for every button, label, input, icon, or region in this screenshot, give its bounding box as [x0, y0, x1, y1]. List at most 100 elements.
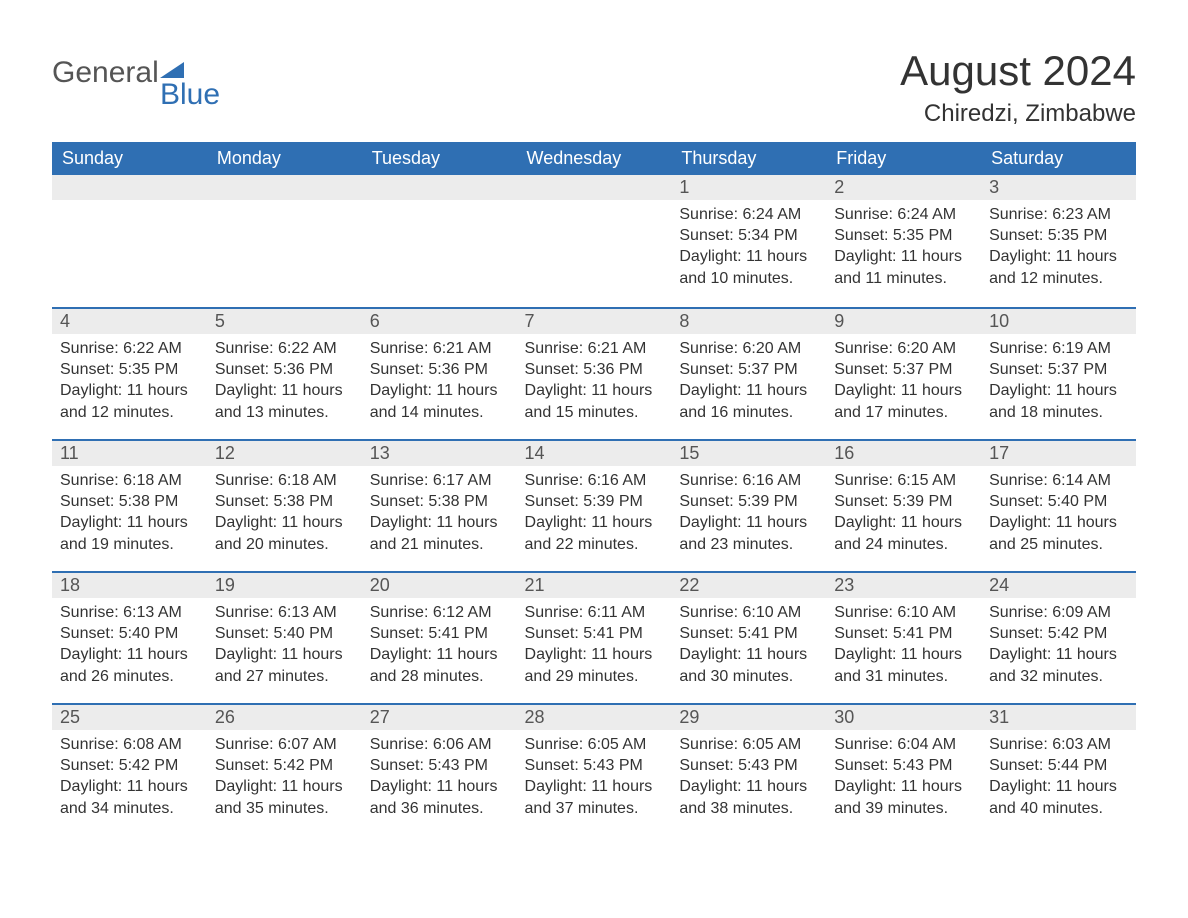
- sunrise-line: Sunrise: 6:03 AM: [989, 734, 1128, 755]
- sunrise-line: Sunrise: 6:16 AM: [679, 470, 818, 491]
- sunset-line: Sunset: 5:38 PM: [370, 491, 509, 512]
- sunset-line: Sunset: 5:40 PM: [989, 491, 1128, 512]
- title-block: August 2024 Chiredzi, Zimbabwe: [900, 48, 1136, 136]
- sunrise-line: Sunrise: 6:18 AM: [215, 470, 354, 491]
- day-details: Sunrise: 6:13 AMSunset: 5:40 PMDaylight:…: [52, 598, 207, 692]
- sunrise-line: Sunrise: 6:07 AM: [215, 734, 354, 755]
- day-cell: 16Sunrise: 6:15 AMSunset: 5:39 PMDayligh…: [826, 439, 981, 571]
- day-details: Sunrise: 6:10 AMSunset: 5:41 PMDaylight:…: [671, 598, 826, 692]
- daylight-line: Daylight: 11 hours and 38 minutes.: [679, 776, 818, 818]
- weekday-header: Saturday: [981, 142, 1136, 175]
- day-number: 20: [362, 571, 517, 598]
- day-cell: 31Sunrise: 6:03 AMSunset: 5:44 PMDayligh…: [981, 703, 1136, 835]
- sunset-line: Sunset: 5:40 PM: [60, 623, 199, 644]
- sunset-line: Sunset: 5:36 PM: [370, 359, 509, 380]
- sunset-line: Sunset: 5:38 PM: [60, 491, 199, 512]
- day-details: Sunrise: 6:20 AMSunset: 5:37 PMDaylight:…: [671, 334, 826, 428]
- daylight-line: Daylight: 11 hours and 16 minutes.: [679, 380, 818, 422]
- daylight-line: Daylight: 11 hours and 18 minutes.: [989, 380, 1128, 422]
- day-number: 22: [671, 571, 826, 598]
- sunset-line: Sunset: 5:35 PM: [834, 225, 973, 246]
- daylight-line: Daylight: 11 hours and 32 minutes.: [989, 644, 1128, 686]
- daylight-line: Daylight: 11 hours and 28 minutes.: [370, 644, 509, 686]
- day-details: Sunrise: 6:11 AMSunset: 5:41 PMDaylight:…: [517, 598, 672, 692]
- day-cell: 4Sunrise: 6:22 AMSunset: 5:35 PMDaylight…: [52, 307, 207, 439]
- daylight-line: Daylight: 11 hours and 24 minutes.: [834, 512, 973, 554]
- daylight-line: Daylight: 11 hours and 12 minutes.: [60, 380, 199, 422]
- sunset-line: Sunset: 5:43 PM: [525, 755, 664, 776]
- day-number: 12: [207, 439, 362, 466]
- day-cell: 30Sunrise: 6:04 AMSunset: 5:43 PMDayligh…: [826, 703, 981, 835]
- sunrise-line: Sunrise: 6:13 AM: [215, 602, 354, 623]
- sunset-line: Sunset: 5:37 PM: [834, 359, 973, 380]
- day-details: Sunrise: 6:20 AMSunset: 5:37 PMDaylight:…: [826, 334, 981, 428]
- day-number: 28: [517, 703, 672, 730]
- day-number: 25: [52, 703, 207, 730]
- day-number-bar-empty: [517, 175, 672, 200]
- daylight-line: Daylight: 11 hours and 20 minutes.: [215, 512, 354, 554]
- weekday-header: Monday: [207, 142, 362, 175]
- daylight-line: Daylight: 11 hours and 22 minutes.: [525, 512, 664, 554]
- calendar-page: General Blue August 2024 Chiredzi, Zimba…: [0, 0, 1188, 875]
- sunrise-line: Sunrise: 6:05 AM: [679, 734, 818, 755]
- daylight-line: Daylight: 11 hours and 13 minutes.: [215, 380, 354, 422]
- weekday-header: Friday: [826, 142, 981, 175]
- weekday-header: Tuesday: [362, 142, 517, 175]
- day-details: Sunrise: 6:19 AMSunset: 5:37 PMDaylight:…: [981, 334, 1136, 428]
- day-cell: 12Sunrise: 6:18 AMSunset: 5:38 PMDayligh…: [207, 439, 362, 571]
- day-number-bar-empty: [52, 175, 207, 200]
- sunset-line: Sunset: 5:39 PM: [525, 491, 664, 512]
- day-details: Sunrise: 6:17 AMSunset: 5:38 PMDaylight:…: [362, 466, 517, 560]
- day-number: 7: [517, 307, 672, 334]
- sunrise-line: Sunrise: 6:04 AM: [834, 734, 973, 755]
- daylight-line: Daylight: 11 hours and 27 minutes.: [215, 644, 354, 686]
- week-row: 25Sunrise: 6:08 AMSunset: 5:42 PMDayligh…: [52, 703, 1136, 835]
- day-number-bar-empty: [362, 175, 517, 200]
- day-number: 18: [52, 571, 207, 598]
- day-details: Sunrise: 6:12 AMSunset: 5:41 PMDaylight:…: [362, 598, 517, 692]
- day-cell: 26Sunrise: 6:07 AMSunset: 5:42 PMDayligh…: [207, 703, 362, 835]
- day-details: Sunrise: 6:06 AMSunset: 5:43 PMDaylight:…: [362, 730, 517, 824]
- daylight-line: Daylight: 11 hours and 10 minutes.: [679, 246, 818, 288]
- day-number: 1: [671, 175, 826, 200]
- day-details: Sunrise: 6:18 AMSunset: 5:38 PMDaylight:…: [207, 466, 362, 560]
- sunset-line: Sunset: 5:43 PM: [679, 755, 818, 776]
- day-cell: [517, 175, 672, 307]
- day-details: Sunrise: 6:21 AMSunset: 5:36 PMDaylight:…: [517, 334, 672, 428]
- daylight-line: Daylight: 11 hours and 12 minutes.: [989, 246, 1128, 288]
- week-row: 1Sunrise: 6:24 AMSunset: 5:34 PMDaylight…: [52, 175, 1136, 307]
- sunrise-line: Sunrise: 6:10 AM: [834, 602, 973, 623]
- sunrise-line: Sunrise: 6:14 AM: [989, 470, 1128, 491]
- week-row: 4Sunrise: 6:22 AMSunset: 5:35 PMDaylight…: [52, 307, 1136, 439]
- sunset-line: Sunset: 5:40 PM: [215, 623, 354, 644]
- sunrise-line: Sunrise: 6:18 AM: [60, 470, 199, 491]
- day-details: Sunrise: 6:24 AMSunset: 5:35 PMDaylight:…: [826, 200, 981, 294]
- sunrise-line: Sunrise: 6:20 AM: [679, 338, 818, 359]
- day-details: Sunrise: 6:13 AMSunset: 5:40 PMDaylight:…: [207, 598, 362, 692]
- day-details: Sunrise: 6:10 AMSunset: 5:41 PMDaylight:…: [826, 598, 981, 692]
- header-row: General Blue August 2024 Chiredzi, Zimba…: [52, 48, 1136, 136]
- sunrise-line: Sunrise: 6:08 AM: [60, 734, 199, 755]
- calendar-table: Sunday Monday Tuesday Wednesday Thursday…: [52, 142, 1136, 835]
- day-number: 13: [362, 439, 517, 466]
- day-details: Sunrise: 6:16 AMSunset: 5:39 PMDaylight:…: [671, 466, 826, 560]
- day-number: 9: [826, 307, 981, 334]
- sunset-line: Sunset: 5:42 PM: [989, 623, 1128, 644]
- sunrise-line: Sunrise: 6:22 AM: [60, 338, 199, 359]
- sunset-line: Sunset: 5:43 PM: [370, 755, 509, 776]
- daylight-line: Daylight: 11 hours and 17 minutes.: [834, 380, 973, 422]
- day-cell: 14Sunrise: 6:16 AMSunset: 5:39 PMDayligh…: [517, 439, 672, 571]
- sunrise-line: Sunrise: 6:22 AM: [215, 338, 354, 359]
- brand-word2: Blue: [160, 78, 220, 112]
- sunset-line: Sunset: 5:36 PM: [525, 359, 664, 380]
- day-cell: 22Sunrise: 6:10 AMSunset: 5:41 PMDayligh…: [671, 571, 826, 703]
- day-details: Sunrise: 6:14 AMSunset: 5:40 PMDaylight:…: [981, 466, 1136, 560]
- day-number: 10: [981, 307, 1136, 334]
- sunset-line: Sunset: 5:39 PM: [679, 491, 818, 512]
- day-cell: 18Sunrise: 6:13 AMSunset: 5:40 PMDayligh…: [52, 571, 207, 703]
- page-title: August 2024: [900, 48, 1136, 94]
- daylight-line: Daylight: 11 hours and 14 minutes.: [370, 380, 509, 422]
- day-details: Sunrise: 6:15 AMSunset: 5:39 PMDaylight:…: [826, 466, 981, 560]
- sunset-line: Sunset: 5:43 PM: [834, 755, 973, 776]
- sunset-line: Sunset: 5:35 PM: [989, 225, 1128, 246]
